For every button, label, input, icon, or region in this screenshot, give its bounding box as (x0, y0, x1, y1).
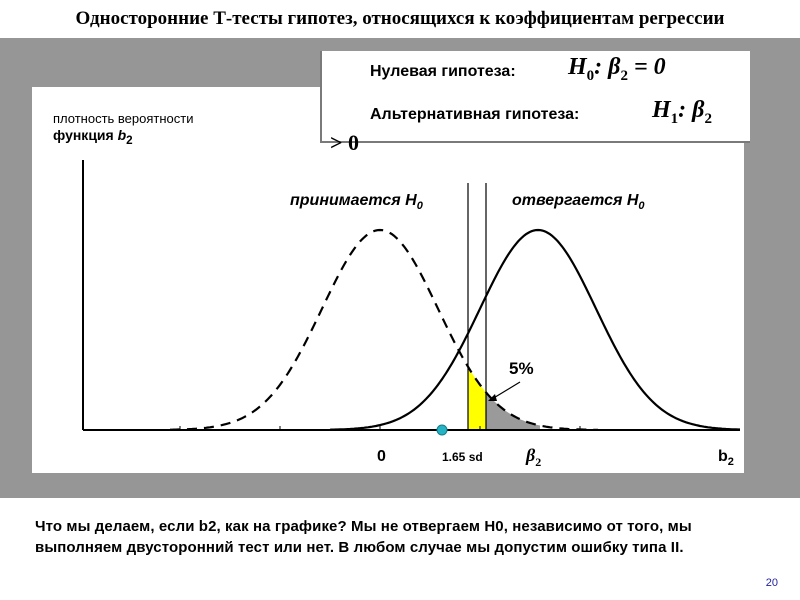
accept-region-label: принимается H0 (290, 192, 424, 212)
diagram-panel (32, 87, 744, 473)
slide-number: 20 (765, 577, 778, 589)
b2-marker (436, 424, 448, 436)
alt-hypothesis-label: Альтернативная гипотеза: (370, 106, 580, 123)
reject-region-label: отвергается H0 (512, 192, 645, 212)
null-hypothesis-label: Нулевая гипотеза: (370, 63, 516, 80)
y-axis-label-line2: функция b2 (53, 127, 133, 147)
yellow-shaded-region (468, 366, 486, 430)
x-label-zero: 0 (377, 448, 386, 465)
title-bar (0, 0, 800, 38)
bottom-panel (0, 498, 800, 600)
gray-tail-region (486, 392, 540, 430)
y-axis-label: плотность вероятности функция b2 (53, 110, 194, 149)
tail-arrow-head (488, 394, 497, 401)
alt-hypothesis-continuation: > 0 (330, 130, 360, 155)
x-label-b2: b2 (718, 448, 734, 468)
tail-arrow (491, 381, 521, 400)
slide-title: Односторонние Т-тесты гипотез, относящих… (75, 8, 725, 29)
tail-percent-label: 5% (509, 359, 534, 378)
hypotheses-box: Нулевая гипотеза: H0: β2 = 0 Альтернатив… (320, 51, 750, 143)
alt-hypothesis-formula: H1: β2 (652, 97, 712, 127)
y-axis-label-line1: плотность вероятности (53, 111, 194, 126)
x-label-critical: 1.65 sd (442, 450, 483, 464)
null-distribution-curve (170, 228, 598, 431)
x-label-beta2: β2 (525, 445, 541, 469)
explanation-text: Что мы делаем, если b2, как на графике? … (35, 518, 692, 556)
alternative-distribution-curve (329, 228, 740, 431)
null-hypothesis-formula: H0: β2 = 0 (568, 54, 666, 84)
